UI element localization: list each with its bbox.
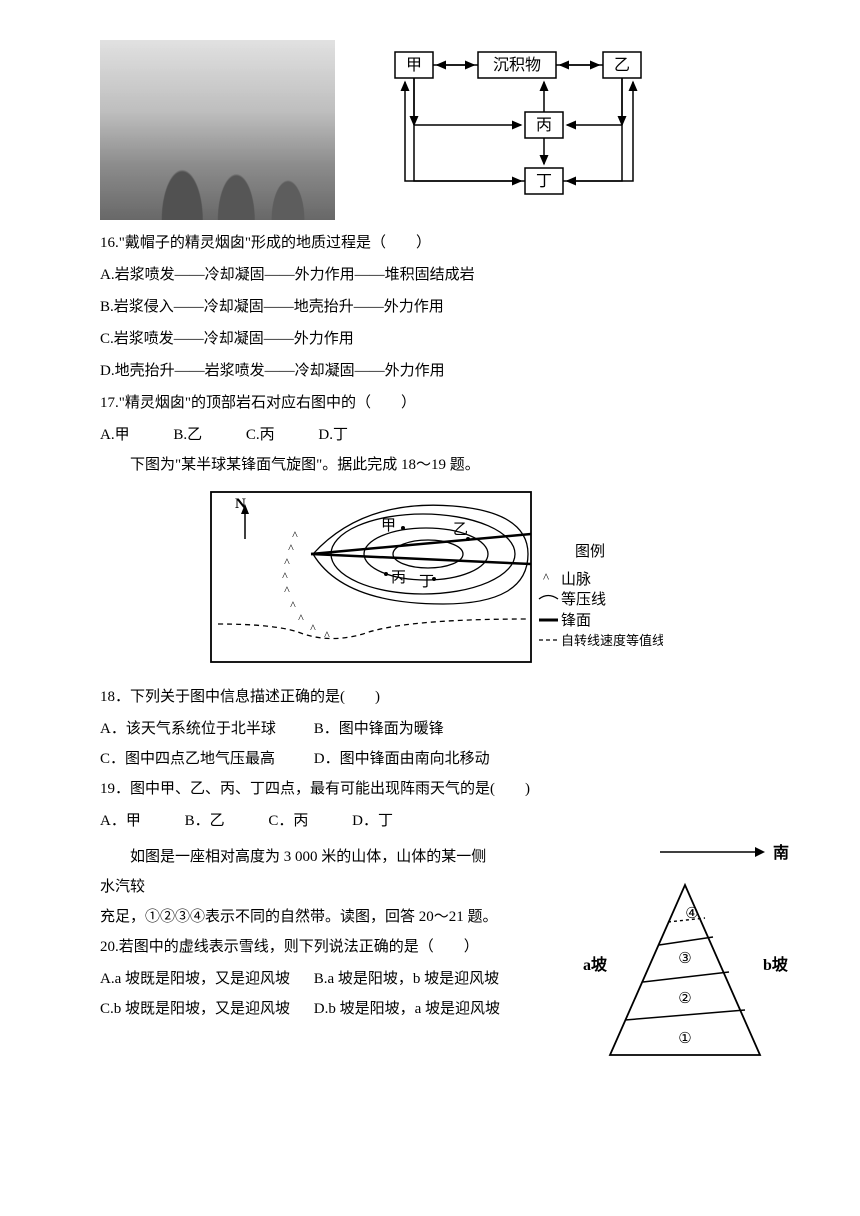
mountain-symbols: ^^^ ^^^ ^^^ (282, 528, 330, 642)
q17-opt-a: A.甲 (100, 420, 130, 450)
q20-opts-ab: A.a 坡既是阳坡，又是迎风坡 B.a 坡是阳坡，b 坡是迎风坡 (100, 964, 500, 994)
q20-opt-b: B.a 坡是阳坡，b 坡是迎风坡 (314, 964, 499, 994)
q20-opt-d: D.b 坡是阳坡，a 坡是迎风坡 (314, 994, 500, 1024)
q18-opts-ab: A．该天气系统位于北半球 B．图中锋面为暖锋 (100, 714, 765, 744)
zone-3: ③ (678, 951, 691, 967)
q18-opt-b: B．图中锋面为暖锋 (314, 714, 444, 744)
q19-opt-d: D．丁 (352, 806, 393, 836)
cyclone-figure-wrap: N ^^^ ^^^ ^^^ 甲 乙 丙 丁 (100, 484, 765, 680)
q20-opt-c: C.b 坡既是阳坡，又是迎风坡 (100, 994, 310, 1024)
q19-opt-b: B．乙 (185, 806, 225, 836)
q20-stem: 20.若图中的虚线表示雪线，则下列说法正确的是（ ） (100, 932, 500, 962)
svg-text:^: ^ (288, 541, 294, 555)
q20-opts-cd: C.b 坡既是阳坡，又是迎风坡 D.b 坡是阳坡，a 坡是迎风坡 (100, 994, 500, 1024)
legend-title: 图例 (575, 543, 605, 560)
cyclone-label-jia: 甲 (381, 518, 396, 534)
zone-4: ④ (685, 906, 698, 922)
legend-rotline: 自转线速度等值线 (561, 633, 663, 648)
legend-front: 锋面 (561, 612, 591, 629)
legend-isobar: 等压线 (561, 590, 606, 608)
cyclone-label-ding: 丁 (419, 574, 434, 590)
svg-text:^: ^ (282, 569, 288, 583)
q17-opt-b: B.乙 (173, 420, 202, 450)
flow-node-sediment: 沉积物 (493, 56, 541, 74)
q16-opt-a: A.岩浆喷发——冷却凝固——外力作用——堆积固结成岩 (100, 260, 765, 290)
flow-node-bing: 丙 (536, 117, 552, 134)
cyclone-label-yi: 乙 (453, 522, 468, 538)
svg-text:^: ^ (292, 528, 298, 542)
q19-stem: 19．图中甲、乙、丙、丁四点，最有可能出现阵雨天气的是( ) (100, 774, 765, 804)
q18-opt-d: D．图中锋面由南向北移动 (314, 744, 490, 774)
q17-opt-d: D.丁 (318, 420, 348, 450)
flow-node-jia: 甲 (406, 57, 422, 74)
mountain-intro-2: 充足，①②③④表示不同的自然带。读图，回答 20～21 题。 (100, 902, 500, 932)
svg-text:^: ^ (324, 628, 330, 642)
q16-opt-d: D.地壳抬升——岩浆喷发——冷却凝固——外力作用 (100, 356, 765, 386)
mountain-block: 如图是一座相对高度为 3 000 米的山体，山体的某一侧水汽较 充足，①②③④表… (100, 842, 765, 1024)
svg-text:^: ^ (543, 570, 549, 585)
q18-opt-c: C．图中四点乙地气压最高 (100, 744, 310, 774)
zone-2: ② (678, 991, 691, 1007)
svg-text:^: ^ (310, 621, 316, 635)
svg-text:^: ^ (284, 555, 290, 569)
rock-cycle-flowchart: 甲 沉积物 乙 丙 丁 (385, 40, 665, 215)
south-label: 南 (773, 843, 789, 862)
north-label: N (235, 496, 246, 512)
flow-node-yi: 乙 (614, 57, 630, 74)
rock-chimney-photo (100, 40, 335, 220)
a-slope-label: a坡 (583, 955, 608, 974)
b-slope-label: b坡 (763, 955, 789, 974)
svg-text:^: ^ (298, 611, 304, 625)
q19-opt-a: A．甲 (100, 806, 141, 836)
cyclone-diagram: N ^^^ ^^^ ^^^ 甲 乙 丙 丁 (203, 484, 663, 669)
q18-opt-a: A．该天气系统位于北半球 (100, 714, 310, 744)
q17-opt-c: C.丙 (246, 420, 275, 450)
svg-text:^: ^ (290, 598, 296, 612)
flow-node-ding: 丁 (536, 173, 552, 190)
q17-stem: 17."精灵烟囱"的顶部岩石对应右图中的（ ） (100, 388, 765, 418)
q18-opts-cd: C．图中四点乙地气压最高 D．图中锋面由南向北移动 (100, 744, 765, 774)
q16-opt-c: C.岩浆喷发——冷却凝固——外力作用 (100, 324, 765, 354)
q18-stem: 18．下列关于图中信息描述正确的是( ) (100, 682, 765, 712)
zone-1: ① (678, 1031, 691, 1047)
cyclone-intro: 下图为"某半球某锋面气旋图"。据此完成 18～19 题。 (100, 450, 765, 480)
mountain-diagram: 南 ① ② ③ ④ a坡 b坡 (565, 840, 810, 1065)
cyclone-label-bing: 丙 (391, 570, 406, 586)
q16-opt-b: B.岩浆侵入——冷却凝固——地壳抬升——外力作用 (100, 292, 765, 322)
q17-options: A.甲 B.乙 C.丙 D.丁 (100, 420, 765, 450)
mountain-intro-1: 如图是一座相对高度为 3 000 米的山体，山体的某一侧水汽较 (100, 842, 500, 902)
q16-stem: 16."戴帽子的精灵烟囱"形成的地质过程是（ ） (100, 228, 765, 258)
q20-opt-a: A.a 坡既是阳坡，又是迎风坡 (100, 964, 310, 994)
svg-text:^: ^ (284, 583, 290, 597)
top-figures-row: 甲 沉积物 乙 丙 丁 (100, 40, 765, 220)
q19-opt-c: C．丙 (268, 806, 308, 836)
legend-mountain: 山脉 (561, 571, 591, 588)
q19-options: A．甲 B．乙 C．丙 D．丁 (100, 806, 765, 836)
